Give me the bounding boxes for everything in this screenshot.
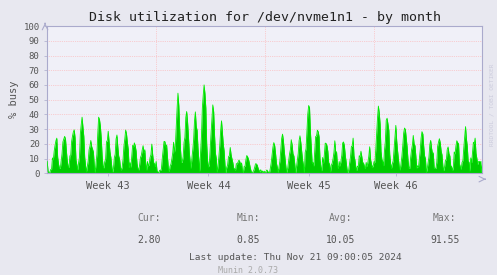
Text: 91.55: 91.55 [430, 235, 460, 245]
Text: 0.85: 0.85 [237, 235, 260, 245]
Text: 10.05: 10.05 [326, 235, 355, 245]
Text: Avg:: Avg: [329, 213, 352, 223]
Text: 2.80: 2.80 [137, 235, 161, 245]
Text: Last update: Thu Nov 21 09:00:05 2024: Last update: Thu Nov 21 09:00:05 2024 [189, 253, 402, 262]
Title: Disk utilization for /dev/nvme1n1 - by month: Disk utilization for /dev/nvme1n1 - by m… [88, 10, 441, 24]
Text: Cur:: Cur: [137, 213, 161, 223]
Text: Min:: Min: [237, 213, 260, 223]
Y-axis label: % busy: % busy [9, 81, 19, 119]
Text: Max:: Max: [433, 213, 457, 223]
Text: RRDTOOL / TOBI OETIKER: RRDTOOL / TOBI OETIKER [490, 63, 495, 146]
Text: Munin 2.0.73: Munin 2.0.73 [219, 266, 278, 275]
